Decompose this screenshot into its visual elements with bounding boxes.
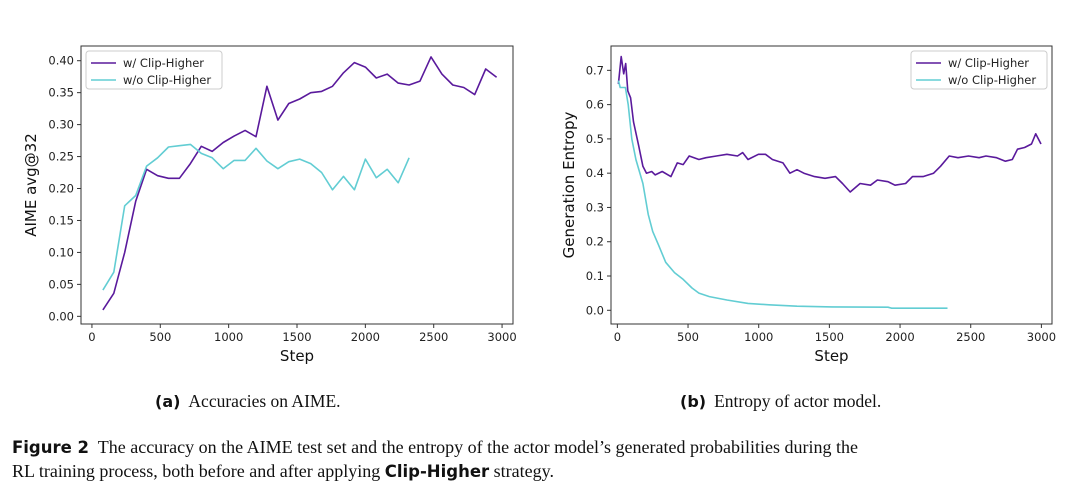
subcaption-text: Accuracies on AIME. [188, 391, 341, 411]
x-tick-label: 2000 [885, 330, 914, 344]
legend-label: w/ Clip-Higher [948, 56, 1029, 70]
y-tick-label: 0.05 [48, 277, 74, 291]
x-tick-label: 0 [88, 330, 95, 344]
caption-method-name: Clip-Higher [384, 462, 490, 481]
x-tick-label: 0 [614, 330, 621, 344]
y-tick-label: 0.30 [48, 118, 74, 132]
y-tick-label: 0.20 [48, 182, 74, 196]
y-tick-label: 0.7 [586, 63, 604, 77]
y-tick-label: 0.10 [48, 245, 74, 259]
y-tick-label: 0.2 [586, 235, 604, 249]
x-tick-label: 2000 [351, 330, 380, 344]
y-tick-label: 0.25 [48, 150, 74, 164]
legend-label: w/o Clip-Higher [123, 73, 211, 87]
x-tick-label: 3000 [487, 330, 516, 344]
legend: w/ Clip-Higher w/o Clip-Higher [910, 50, 1048, 90]
subcaption-text: Entropy of actor model. [714, 391, 882, 411]
x-tick-label: 500 [149, 330, 171, 344]
chart-generation-entropy: 0 500 1000 1500 2000 2500 3000 0.0 0.1 0.2 0.3 0.4 0… [560, 45, 1056, 365]
y-tick-label: 0.35 [48, 86, 74, 100]
legend-label: w/ Clip-Higher [123, 56, 204, 70]
figure-caption-line-1: Figure 2 The accuracy on the AIME test s… [12, 437, 858, 458]
x-tick-label: 2500 [956, 330, 985, 344]
y-tick-label: 0.6 [586, 98, 604, 112]
caption-text: strategy. [489, 461, 554, 481]
caption-text: RL training process, both before and aft… [12, 461, 385, 481]
legend: w/ Clip-Higher w/o Clip-Higher [85, 50, 223, 90]
subcaption-tag: (b) [680, 392, 707, 411]
x-tick-label: 500 [677, 330, 699, 344]
y-tick-label: 0.0 [586, 303, 604, 317]
subcaption-b: (b) Entropy of actor model. [680, 391, 881, 412]
x-axis-label: Step [814, 347, 848, 365]
y-tick-label: 0.5 [586, 132, 604, 146]
subcaption-tag: (a) [155, 392, 181, 411]
x-tick-label: 1000 [744, 330, 773, 344]
x-tick-label: 2500 [419, 330, 448, 344]
x-axis-label: Step [280, 347, 314, 365]
figure-caption-line-2: RL training process, both before and aft… [12, 461, 554, 482]
y-tick-label: 0.00 [48, 309, 74, 323]
chart-aime-accuracy: 0 500 1000 1500 2000 2500 3000 0.00 0.05 0.10 0.15… [22, 45, 517, 365]
y-tick-label: 0.1 [586, 269, 604, 283]
series-line-with-clip-higher [102, 56, 498, 311]
x-tick-label: 3000 [1027, 330, 1056, 344]
y-tick-label: 0.15 [48, 213, 74, 227]
y-tick-label: 0.4 [586, 166, 604, 180]
legend-label: w/o Clip-Higher [948, 73, 1036, 87]
subcaption-a: (a) Accuracies on AIME. [155, 391, 341, 412]
x-tick-label: 1000 [214, 330, 243, 344]
legend-box [910, 50, 1048, 90]
series-line-without-clip-higher [102, 143, 410, 291]
figure-label: Figure 2 [12, 438, 90, 457]
y-tick-label: 0.3 [586, 200, 604, 214]
caption-text: The accuracy on the AIME test set and th… [97, 437, 858, 457]
x-tick-label: 1500 [815, 330, 844, 344]
legend-box [85, 50, 223, 90]
plot-frame [610, 45, 1053, 325]
y-axis-label: Generation Entropy [560, 112, 578, 259]
series-line-with-clip-higher [617, 55, 1042, 193]
y-axis-label: AIME avg@32 [22, 133, 40, 237]
y-tick-label: 0.40 [48, 54, 74, 68]
series-line-without-clip-higher [617, 80, 948, 310]
x-tick-label: 1500 [282, 330, 311, 344]
